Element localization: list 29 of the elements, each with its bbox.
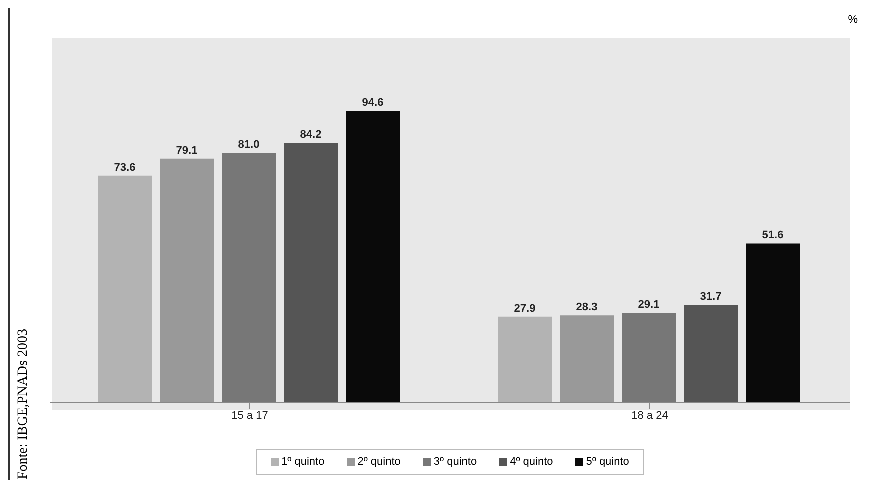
text: % [848, 14, 858, 26]
data-label: 31.7 [700, 291, 722, 304]
x-tick-label: 15 a 17 [232, 410, 268, 422]
bar [346, 111, 400, 403]
data-label: 73.6 [114, 162, 136, 174]
legend-label: 4º quinto [509, 456, 554, 468]
bar [746, 244, 800, 403]
data-label: 28.3 [576, 302, 598, 314]
legend-label: 2º quinto [356, 456, 401, 468]
bar [222, 152, 276, 403]
bar [684, 305, 738, 403]
x-tick-label: 18 a 24 [632, 410, 668, 422]
data-label: 51.6 [762, 230, 784, 242]
bar [560, 316, 614, 403]
data-label: 84.2 [300, 129, 322, 142]
source-note: Fonte: IBGE,PNADs 2003 [16, 329, 32, 480]
data-label: 79.1 [176, 144, 198, 157]
legend-label: 5º quinto [585, 456, 630, 468]
legend-label: 1º quinto [280, 456, 325, 468]
data-label: 94.6 [362, 97, 384, 109]
data-label: 29.1 [638, 299, 660, 312]
bar [98, 176, 152, 403]
bar [160, 158, 214, 403]
legend-label: 3º quinto [432, 456, 478, 468]
data-label: 81.0 [238, 138, 260, 151]
bar [284, 143, 338, 403]
bar [498, 316, 552, 403]
bar [622, 313, 676, 403]
data-label: 27.9 [514, 302, 536, 315]
